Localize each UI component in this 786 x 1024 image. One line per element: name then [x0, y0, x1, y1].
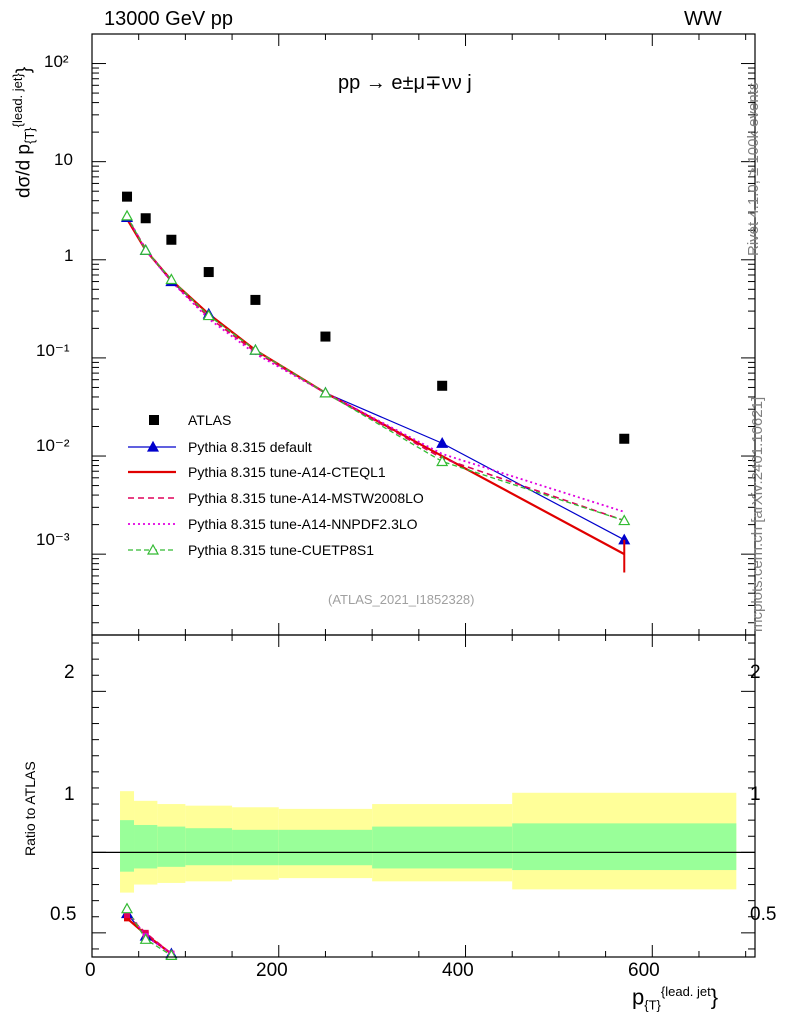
x-axis-label: p{T}{lead. jet}	[632, 984, 719, 1013]
ratio-marker-mstw	[124, 912, 131, 919]
ratio-marker-cuetp8s1	[139, 933, 152, 944]
band-inner-bin	[134, 824, 158, 869]
atlas-data-point	[619, 433, 630, 444]
ratio-tick-label-right: 1	[750, 784, 761, 805]
y-tick-label: 10⁻³	[36, 530, 70, 549]
mc-marker-cuetp8s1	[165, 273, 178, 285]
ratio-tick-label-right: 2	[750, 662, 761, 683]
process-tag: WW	[684, 8, 722, 30]
atlas-uncertainty-band	[120, 791, 737, 893]
ratio-marker-cteql1	[124, 915, 131, 922]
y-tick-label: 10	[54, 150, 73, 169]
y-tick-label: 10⁻¹	[36, 341, 70, 360]
legend-marker-default	[146, 440, 160, 452]
mc-marker-cuetp8s1	[319, 386, 332, 398]
mc-marker-cuetp8s1	[202, 309, 215, 321]
mcplots-label: mcplots.cern.ch [arXiv:2401.10621]	[749, 396, 766, 632]
y-tick-label: 10⁻²	[36, 436, 70, 455]
ratio-tick-label: 2	[64, 662, 75, 683]
mc-marker-cuetp8s1	[618, 514, 631, 526]
atlas-data-point	[166, 234, 177, 245]
ratio-tick-label: 1	[64, 784, 75, 805]
mc-line-nnpdf	[126, 215, 625, 513]
mc-markers	[120, 209, 631, 960]
y-axis-label-ratio: Ratio to ATLAS	[22, 761, 38, 856]
atlas-data-point	[140, 213, 151, 224]
ratio-tick-label-right: 0.5	[750, 904, 777, 925]
legend-label: Pythia 8.315 tune-A14-NNPDF2.3LO	[188, 516, 418, 532]
atlas-data-point	[250, 294, 261, 305]
legend-label: Pythia 8.315 tune-A14-CTEQL1	[188, 464, 386, 480]
legend-marker-cuetp8s1	[146, 543, 160, 555]
legend-label: Pythia 8.315 tune-CUETP8S1	[188, 542, 374, 558]
band-inner-bin	[120, 820, 135, 872]
reference-label: (ATLAS_2021_I1852328)	[328, 592, 475, 607]
x-tick-label: 600	[628, 960, 660, 981]
legend-marker-atlas	[149, 415, 159, 425]
mc-marker-cuetp8s1	[139, 244, 152, 255]
atlas-data-point	[122, 191, 133, 202]
x-tick-label: 0	[85, 960, 96, 981]
mc-marker-cuetp8s1	[249, 343, 262, 355]
mc-marker-cuetp8s1	[436, 455, 449, 467]
band-inner-bin	[157, 826, 186, 867]
atlas-data-points	[122, 191, 630, 444]
atlas-data-point	[437, 380, 448, 391]
x-tick-label: 200	[256, 960, 288, 981]
atlas-data-point	[320, 331, 331, 342]
y-tick-label: 1	[64, 246, 74, 265]
process-text: pp → e±μ∓νν j	[338, 72, 472, 94]
legend-label: ATLAS	[188, 412, 232, 428]
band-inner-bin	[185, 828, 233, 866]
legend-markers	[128, 415, 176, 555]
rivet-version-label: Rivet 4.1.0, ≥ 100k events	[745, 82, 762, 256]
band-inner-bin	[232, 829, 279, 866]
band-inner-bin	[512, 823, 737, 871]
band-inner-bin	[372, 826, 513, 869]
mc-marker-cuetp8s1	[120, 209, 134, 221]
ratio-frame	[91, 634, 756, 958]
legend-label: Pythia 8.315 tune-A14-MSTW2008LO	[188, 490, 424, 506]
ratio-marker-cuetp8s1	[120, 902, 134, 914]
legend-label: Pythia 8.315 default	[188, 439, 312, 455]
band-inner-bin	[278, 829, 373, 866]
ratio-line-nnpdf	[126, 909, 172, 955]
ratio-marker-mstw	[142, 929, 149, 936]
energy-label: 13000 GeV pp	[104, 8, 233, 30]
y-axis-label-main: dσ/d p{T}{lead. jet}}	[10, 66, 38, 198]
atlas-data-point	[203, 267, 214, 278]
axes	[91, 33, 756, 958]
mc-marker-default	[436, 437, 449, 448]
x-tick-label: 400	[442, 960, 474, 981]
ratio-tick-label: 0.5	[50, 904, 77, 925]
y-tick-label: 10²	[44, 52, 69, 71]
